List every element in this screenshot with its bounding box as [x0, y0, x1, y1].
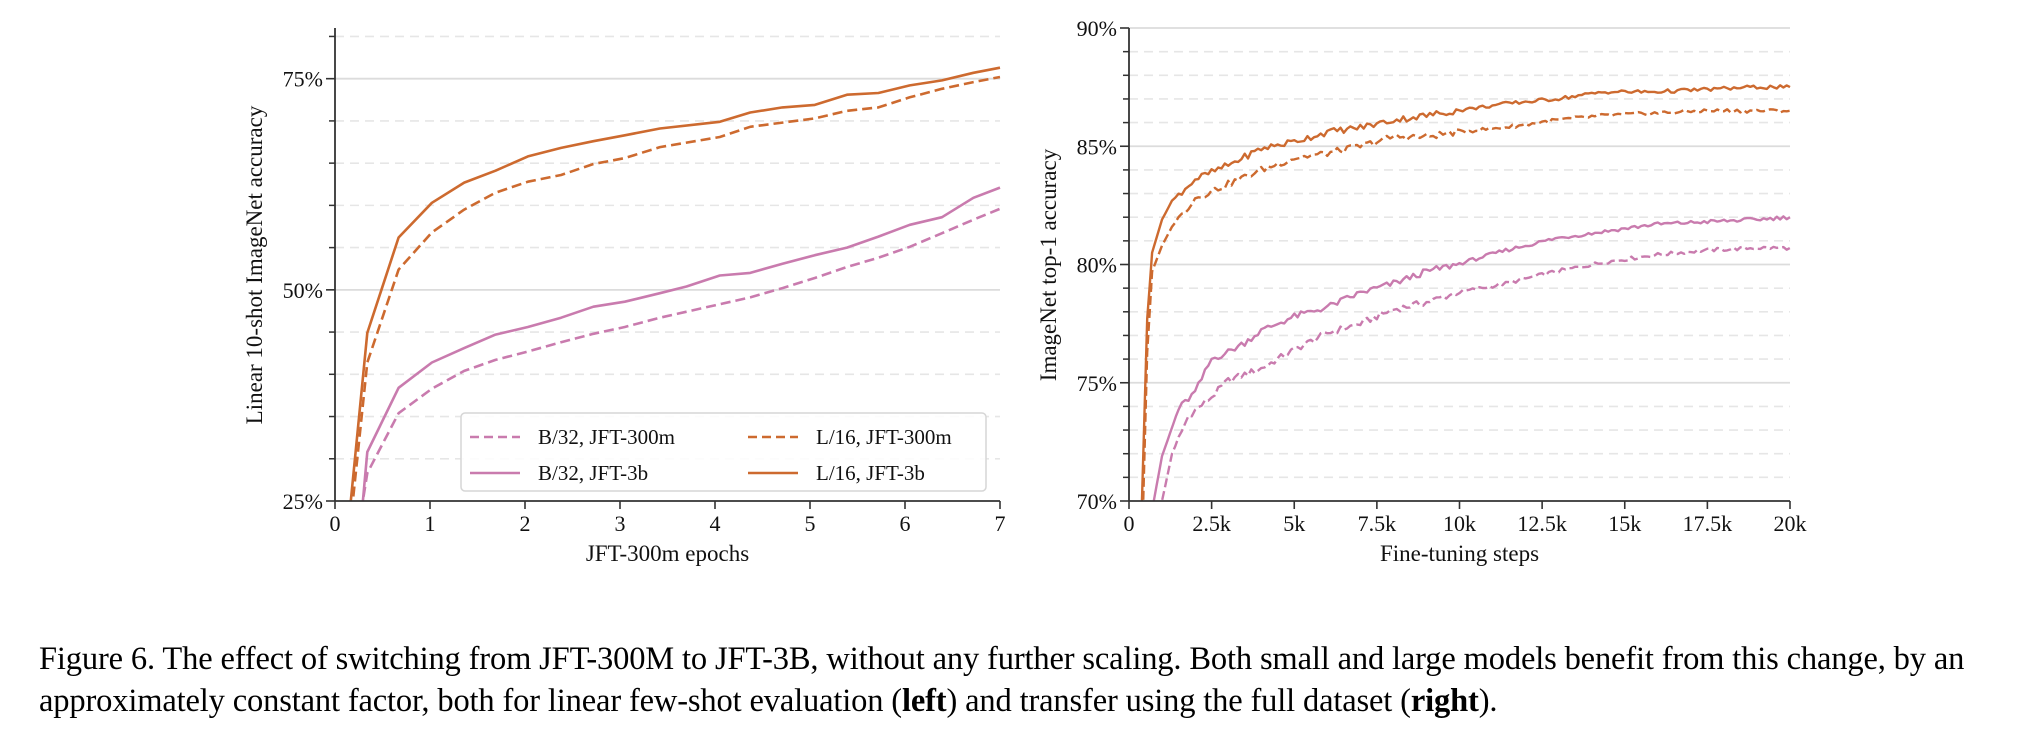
y-tick-label: 80%	[1077, 253, 1117, 278]
y-tick-label: 25%	[283, 489, 323, 514]
series-line-b-32-jft-3b	[361, 186, 1001, 501]
caption-text-2: ) and transfer using the full dataset (	[946, 683, 1411, 719]
y-tick-label: 70%	[1077, 489, 1117, 514]
x-tick-label: 2	[520, 511, 531, 536]
right-chart: 70% 75% 80% 85% 90% 0 2.5k 5k 7.5k 10k 12.5k 15k 17.…	[1036, 16, 1807, 566]
x-tick-label: 2.5k	[1192, 511, 1231, 536]
x-tick-label: 0	[330, 511, 341, 536]
y-tick-label: 75%	[283, 67, 323, 92]
series-line-b-32-jft-300m	[1160, 245, 1791, 501]
x-tick-label: 7.5k	[1358, 511, 1397, 536]
y-axis-label: Linear 10-shot ImageNet accuracy	[242, 105, 267, 424]
x-tick-label: 1	[425, 511, 436, 536]
caption-text-3: ).	[1478, 683, 1498, 719]
x-axis-label: Fine-tuning steps	[1380, 541, 1539, 566]
series-line-l-16-jft-300m	[351, 75, 1001, 501]
x-tick-label: 7	[995, 511, 1006, 536]
y-tick-label: 50%	[283, 278, 323, 303]
caption-bold-right: right	[1410, 683, 1479, 719]
series-line-l-16-jft-3b	[349, 66, 1001, 501]
x-tick-label: 0	[1124, 511, 1135, 536]
x-tick-label: 5	[805, 511, 816, 536]
legend-label: L/16, JFT-3b	[816, 461, 925, 485]
legend-label: B/32, JFT-3b	[538, 461, 648, 485]
x-tick-label: 17.5k	[1683, 511, 1733, 536]
legend: B/32, JFT-300m B/32, JFT-3b L/16, JFT-300m…	[460, 412, 987, 492]
y-tick-label: 75%	[1077, 371, 1117, 396]
series-line-l-16-jft-3b	[1140, 84, 1791, 501]
series-line-l-16-jft-300m	[1142, 108, 1791, 501]
legend-frame	[460, 412, 987, 492]
caption-text-1: Figure 6. The effect of switching from J…	[39, 641, 1965, 719]
series-line-b-32-jft-300m	[361, 207, 1001, 501]
x-tick-label: 12.5k	[1517, 511, 1567, 536]
y-tick-label: 85%	[1077, 134, 1117, 159]
caption-bold-left: left	[901, 683, 947, 719]
left-chart: 25% 50% 75% 0 1 2 3 4 5 6 7 JFT-300m epochs Linear 1…	[242, 28, 1006, 566]
x-axis-label: JFT-300m epochs	[586, 541, 749, 566]
series-group	[1140, 84, 1791, 501]
x-tick-label: 10k	[1443, 511, 1476, 536]
x-tick-label: 20k	[1774, 511, 1807, 536]
legend-label: L/16, JFT-300m	[816, 425, 952, 449]
x-tick-label: 5k	[1283, 511, 1305, 536]
series-group	[349, 66, 1001, 501]
x-tick-label: 3	[615, 511, 626, 536]
y-axis-label: ImageNet top-1 accuracy	[1036, 148, 1061, 381]
series-line-b-32-jft-3b	[1152, 215, 1791, 501]
x-tick-label: 4	[710, 511, 721, 536]
figure-caption: Figure 6. The effect of switching from J…	[39, 638, 2029, 722]
y-tick-label: 90%	[1077, 16, 1117, 41]
x-tick-label: 15k	[1608, 511, 1641, 536]
legend-label: B/32, JFT-300m	[538, 425, 675, 449]
x-tick-label: 6	[900, 511, 911, 536]
